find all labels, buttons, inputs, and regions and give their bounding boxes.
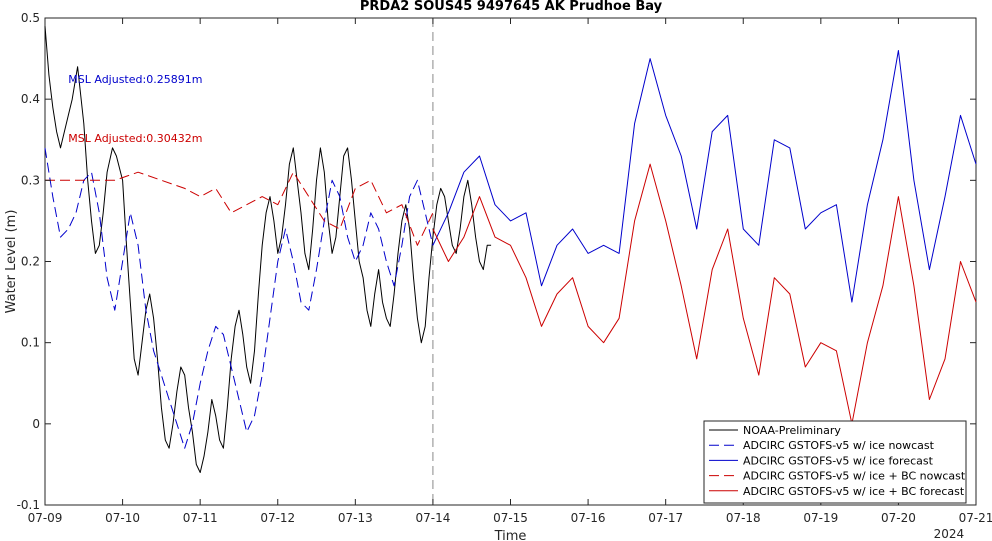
- legend-label: ADCIRC GSTOFS-v5 w/ ice nowcast: [743, 439, 935, 452]
- x-tick-label: 07-14: [415, 511, 450, 525]
- chart-title: PRDA2 SOUS45 9497645 AK Prudhoe Bay: [360, 0, 663, 14]
- msl-annotation-1: MSL Adjusted:0.25891m: [68, 73, 202, 86]
- x-tick-label: 07-17: [648, 511, 683, 525]
- legend-box: [703, 420, 967, 504]
- x-tick-label: 07-12: [260, 511, 295, 525]
- x-tick-label: 07-15: [493, 511, 528, 525]
- legend-label: NOAA-Preliminary: [743, 424, 841, 437]
- y-tick-label: 0.3: [21, 173, 40, 187]
- x-tick-label: 07-10: [105, 511, 140, 525]
- series-line-4: [45, 171, 434, 246]
- annotation-layer: MSL Adjusted:0.25891m MSL Adjusted:0.3043…: [68, 73, 202, 145]
- series-line-2: [44, 147, 434, 449]
- x-tick-label: 07-16: [571, 511, 606, 525]
- x-axis: 07-09 07-10 07-11 07-12 07-13 07-14 07-15 07-16…: [28, 18, 992, 525]
- x-tick-label: 07-13: [338, 511, 373, 525]
- y-tick-label: -0.1: [17, 498, 40, 512]
- x-tick-label: 07-20: [881, 511, 916, 525]
- x-tick-label: 07-21: [959, 511, 992, 525]
- y-tick-label: 0.4: [21, 92, 40, 106]
- y-axis-title: Water Level (m): [4, 210, 19, 314]
- series-line-5: [432, 163, 977, 425]
- legend: NOAA-Preliminary ADCIRC GSTOFS-v5 w/ ice …: [703, 420, 967, 504]
- legend-label: ADCIRC GSTOFS-v5 w/ ice + BC nowcast: [743, 470, 966, 483]
- msl-annotation-2: MSL Adjusted:0.30432m: [68, 132, 202, 145]
- legend-label: ADCIRC GSTOFS-v5 w/ ice + BC forecast: [743, 485, 965, 498]
- y-tick-label: 0.5: [21, 11, 40, 25]
- x-axis-title: Time: [494, 529, 527, 541]
- x-tick-label: 07-11: [183, 511, 218, 525]
- series-line-3: [432, 50, 977, 303]
- series-layer: [44, 26, 977, 473]
- x-tick-label: 07-19: [803, 511, 838, 525]
- y-tick-label: 0.1: [21, 336, 40, 350]
- x-tick-label: 07-18: [726, 511, 761, 525]
- x-tick-label: 07-09: [28, 511, 63, 525]
- y-tick-label: 0.2: [21, 255, 40, 269]
- legend-label: ADCIRC GSTOFS-v5 w/ ice forecast: [743, 454, 934, 467]
- y-tick-label: 0: [32, 417, 40, 431]
- x-year-label: 2024: [934, 527, 965, 541]
- series-line-1: [44, 26, 492, 473]
- y-axis: -0.1 0 0.1 0.2 0.3 0.4 0.5: [17, 11, 976, 512]
